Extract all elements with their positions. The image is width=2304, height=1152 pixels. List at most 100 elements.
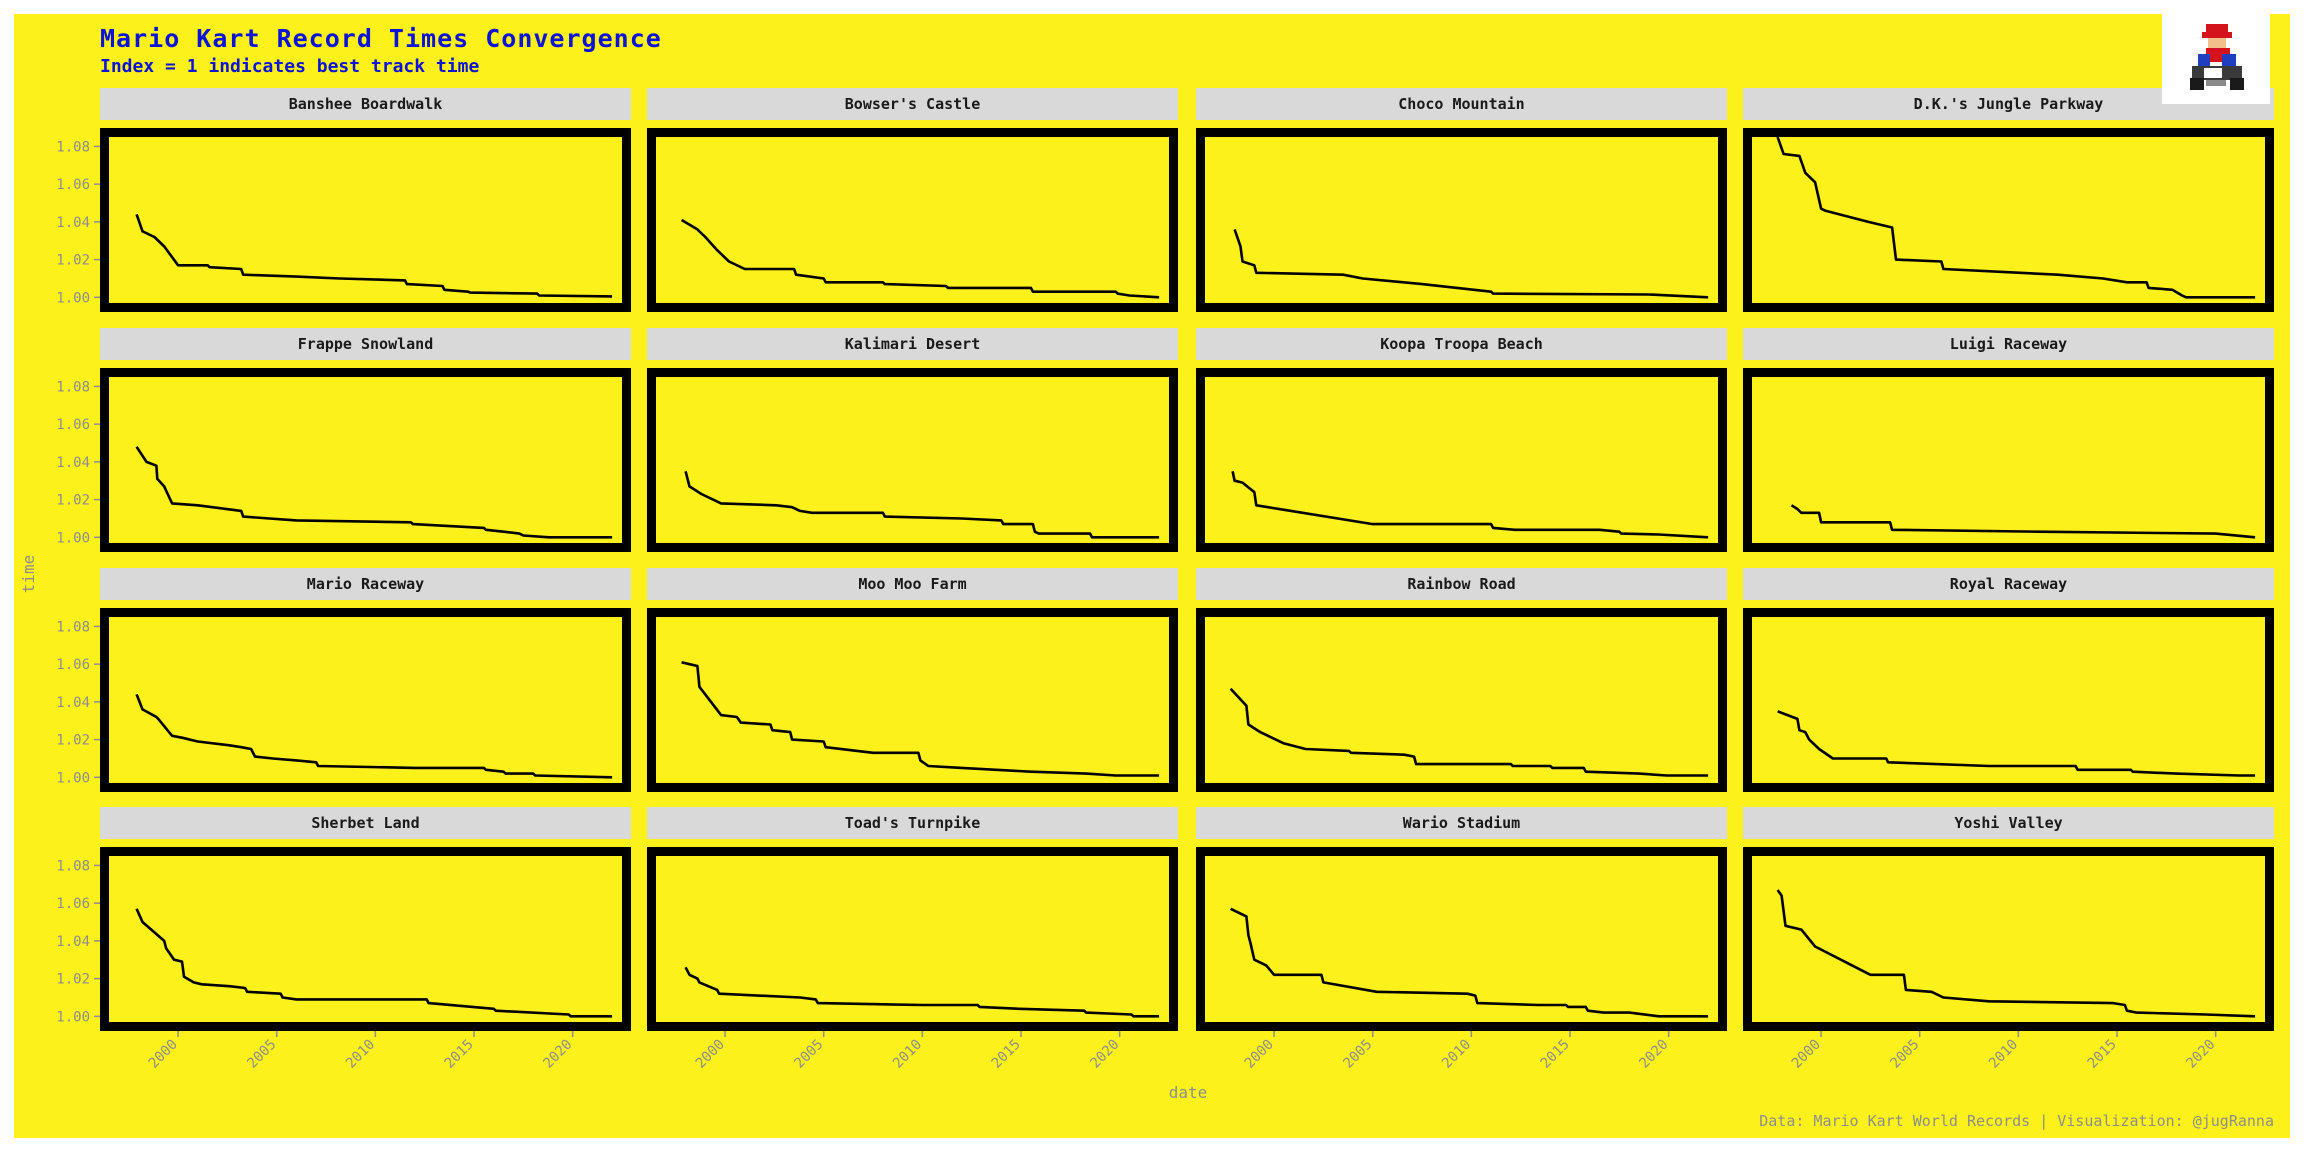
facet-panel: Bowser's Castle [647, 88, 1178, 312]
series-line [135, 213, 613, 298]
mario-kart-icon [2162, 14, 2270, 104]
facet-strip [1196, 328, 1727, 360]
x-tick-label: 2000 [1242, 1037, 1277, 1072]
y-tick-label: 1.00 [56, 290, 90, 306]
facet-strip [1743, 568, 2274, 600]
facet-title: Rainbow Road [1407, 575, 1515, 593]
facet-title: Yoshi Valley [1954, 814, 2062, 832]
y-tick-label: 1.08 [56, 139, 90, 155]
series-line [1230, 907, 1709, 1018]
x-tick-label: 2020 [2183, 1037, 2218, 1072]
facet-panel: Banshee Boardwalk 1.00 1.02 1.04 1.06 1.08 [56, 88, 631, 312]
x-tick-label: 2020 [1087, 1037, 1122, 1072]
x-tick-label: 2000 [146, 1037, 181, 1072]
facet-title: Kalimari Desert [845, 335, 980, 353]
y-tick-label: 1.06 [56, 657, 90, 673]
facet-title: Bowser's Castle [845, 95, 980, 113]
facet-panel: Luigi Raceway [1743, 328, 2274, 552]
x-tick-label: 2005 [244, 1037, 279, 1072]
facet-strip [1196, 807, 1727, 839]
y-tick-label: 1.06 [56, 417, 90, 433]
facet-panel: Royal Raceway [1743, 568, 2274, 792]
chart-page: Mario Kart Record Times Convergence Inde… [14, 14, 2290, 1138]
series-line [1777, 710, 2256, 777]
series-line [1776, 889, 2256, 1018]
facet-title: Luigi Raceway [1950, 335, 2067, 353]
chart-subtitle: Index = 1 indicates best track time [100, 56, 480, 77]
series-line [684, 470, 1160, 539]
faceted-line-chart: Banshee Boardwalk 1.00 1.02 1.04 1.06 1.08 Bow… [19, 88, 2274, 1102]
facet-strip [100, 807, 631, 839]
series-line [135, 446, 613, 539]
y-tick-label: 1.02 [56, 253, 90, 269]
y-tick-label: 1.02 [56, 733, 90, 749]
x-tick-label: 2005 [791, 1037, 826, 1072]
series-line [680, 218, 1160, 299]
facet-strip [647, 807, 1178, 839]
y-tick-label: 1.02 [56, 493, 90, 509]
facet-frame [100, 847, 631, 1031]
x-tick-label: 2010 [1439, 1037, 1474, 1072]
x-tick-label: 2015 [2085, 1037, 2120, 1072]
y-tick-label: 1.04 [56, 455, 90, 471]
facet-panel: Choco Mountain [1196, 88, 1727, 312]
facet-panel: D.K.'s Jungle Parkway [1743, 88, 2274, 312]
x-tick-label: 2000 [1789, 1037, 1824, 1072]
x-tick-label: 2015 [989, 1037, 1024, 1072]
facet-title: Royal Raceway [1950, 575, 2067, 593]
x-tick-label: 2020 [540, 1037, 575, 1072]
facet-title: Frappe Snowland [298, 335, 433, 353]
facet-strip [647, 568, 1178, 600]
x-tick-label: 2005 [1340, 1037, 1375, 1072]
facet-frame [647, 847, 1178, 1031]
y-tick-label: 1.04 [56, 934, 90, 950]
y-tick-label: 1.08 [56, 858, 90, 874]
y-tick-label: 1.06 [56, 896, 90, 912]
chart-caption: Data: Mario Kart World Records | Visuali… [1759, 1112, 2274, 1130]
facet-panel: Toad's Turnpike 2000 2005 2010 2015 2020 [647, 807, 1178, 1072]
facet-strip [1196, 88, 1727, 120]
x-tick-label: 2000 [693, 1037, 728, 1072]
facet-title: Toad's Turnpike [845, 814, 980, 832]
x-axis-title: date [1169, 1083, 1208, 1102]
y-tick-label: 1.02 [56, 972, 90, 988]
facet-strip [1743, 328, 2274, 360]
x-tick-label: 2005 [1887, 1037, 1922, 1072]
series-line [1229, 687, 1709, 777]
series-line [1233, 228, 1709, 299]
facet-frame [1196, 128, 1727, 312]
y-tick-label: 1.04 [56, 695, 90, 711]
y-tick-label: 1.08 [56, 379, 90, 395]
y-tick-label: 1.04 [56, 215, 90, 231]
facet-panel: Rainbow Road [1196, 568, 1727, 792]
facet-frame [647, 128, 1178, 312]
facet-frame [1196, 368, 1727, 552]
x-tick-label: 2010 [1986, 1037, 2021, 1072]
facet-strip [647, 88, 1178, 120]
facet-strip [647, 328, 1178, 360]
chart-title: Mario Kart Record Times Convergence [100, 24, 662, 53]
series-line [1231, 471, 1709, 539]
facet-title: Banshee Boardwalk [289, 95, 443, 113]
facet-frame [100, 368, 631, 552]
facet-strip [1196, 568, 1727, 600]
facet-title: Koopa Troopa Beach [1380, 335, 1543, 353]
facet-frame [1196, 608, 1727, 792]
series-line [1790, 504, 2256, 539]
facet-frame [647, 608, 1178, 792]
facet-strip [100, 88, 631, 120]
facet-frame [100, 128, 631, 312]
facet-strip [100, 328, 631, 360]
x-tick-label: 2010 [343, 1037, 378, 1072]
series-line [135, 693, 613, 779]
y-axis-title: time [19, 555, 38, 594]
x-tick-label: 2015 [442, 1037, 477, 1072]
y-tick-label: 1.06 [56, 177, 90, 193]
facet-panel: Frappe Snowland 1.00 1.02 1.04 1.06 1.08 [56, 328, 631, 552]
series-line [135, 908, 613, 1018]
facet-panel: Koopa Troopa Beach [1196, 328, 1727, 552]
y-tick-label: 1.00 [56, 530, 90, 546]
facet-title: Moo Moo Farm [858, 575, 966, 593]
facet-panel: Moo Moo Farm [647, 568, 1178, 792]
facet-frame [1743, 608, 2274, 792]
